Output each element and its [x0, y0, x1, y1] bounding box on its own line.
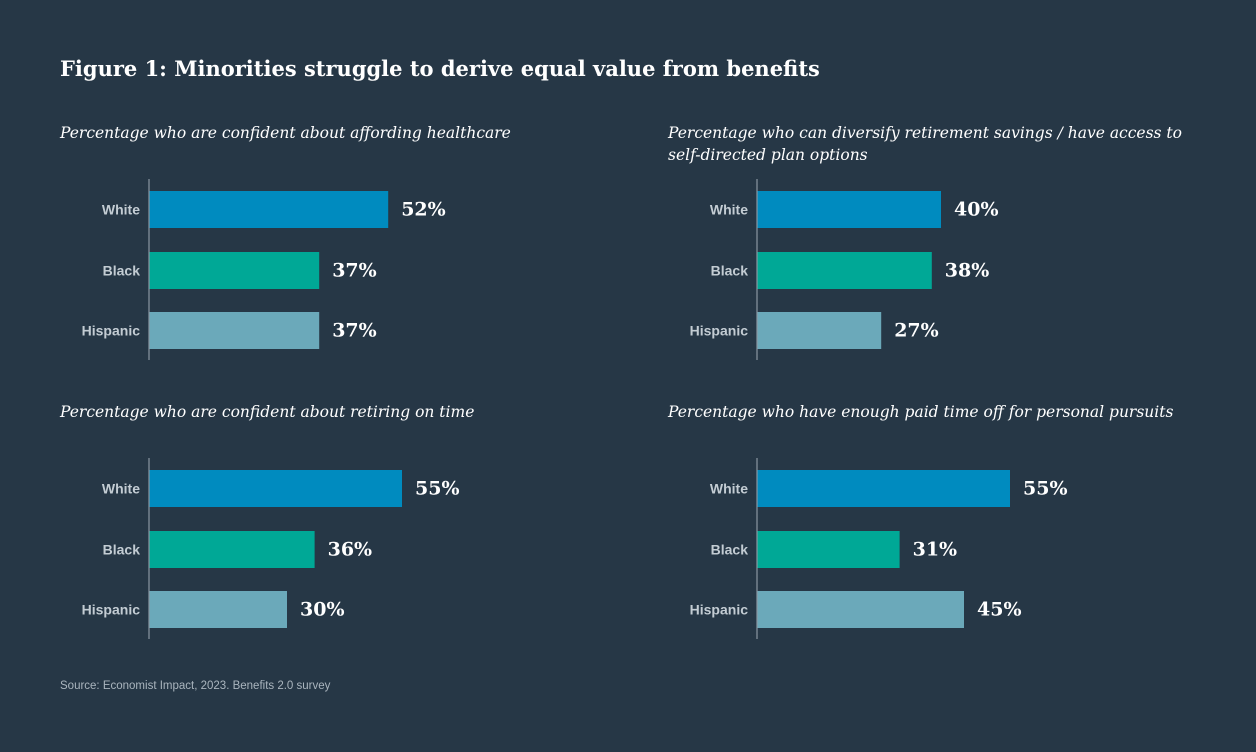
bar-chart-healthcare: White 52% Black 37% Hispanic 37% — [82, 179, 446, 360]
bar-black — [149, 531, 315, 568]
chart-title: Percentage who have enough paid time off… — [668, 403, 1174, 421]
value-label-white: 52% — [401, 199, 446, 221]
bar-chart-retirement-savings: White 40% Black 38% Hispanic 27% — [690, 179, 999, 360]
category-label-white: White — [710, 481, 748, 497]
bar-black — [757, 252, 932, 289]
bar-white — [149, 470, 402, 507]
bar-hispanic — [149, 591, 287, 628]
value-label-white: 55% — [415, 478, 460, 500]
bar-hispanic — [757, 591, 964, 628]
category-label-black: Black — [711, 542, 749, 558]
bar-black — [149, 252, 320, 289]
value-label-hispanic: 37% — [332, 320, 377, 342]
bar-hispanic — [757, 312, 882, 349]
chart-panel-paid-time-off: Percentage who have enough paid time off… — [668, 401, 1228, 651]
bar-black — [757, 531, 900, 568]
value-label-black: 31% — [913, 539, 958, 561]
category-label-hispanic: Hispanic — [82, 323, 141, 339]
value-label-hispanic: 27% — [894, 320, 939, 342]
value-label-hispanic: 45% — [977, 599, 1022, 621]
category-label-black: Black — [711, 263, 749, 279]
bar-white — [757, 470, 1010, 507]
chart-title: Percentage who are confident about retir… — [60, 403, 475, 421]
category-label-white: White — [102, 481, 140, 497]
category-label-hispanic: Hispanic — [82, 602, 141, 618]
category-label-black: Black — [103, 542, 141, 558]
chart-panel-healthcare: Percentage who are confident about affor… — [60, 122, 620, 372]
chart-panel-retiring-on-time: Percentage who are confident about retir… — [60, 401, 620, 651]
category-label-white: White — [710, 202, 748, 218]
value-label-black: 36% — [328, 539, 373, 561]
bar-white — [757, 191, 941, 228]
value-label-hispanic: 30% — [300, 599, 345, 621]
value-label-black: 37% — [332, 260, 377, 282]
category-label-hispanic: Hispanic — [690, 323, 749, 339]
chart-title: Percentage who are confident about affor… — [60, 124, 511, 142]
bar-white — [149, 191, 389, 228]
value-label-black: 38% — [945, 260, 990, 282]
category-label-black: Black — [103, 263, 141, 279]
chart-panel-retirement-savings: Percentage who can diversify retirement … — [668, 122, 1228, 372]
bar-hispanic — [149, 312, 320, 349]
chart-title: Percentage who can diversify retirement … — [668, 124, 1182, 164]
figure-title: Figure 1: Minorities struggle to derive … — [60, 56, 820, 81]
category-label-white: White — [102, 202, 140, 218]
bar-chart-retiring-on-time: White 55% Black 36% Hispanic 30% — [82, 458, 460, 639]
bar-chart-paid-time-off: White 55% Black 31% Hispanic 45% — [690, 458, 1068, 639]
category-label-hispanic: Hispanic — [690, 602, 749, 618]
value-label-white: 40% — [954, 199, 999, 221]
value-label-white: 55% — [1023, 478, 1068, 500]
source-note: Source: Economist Impact, 2023. Benefits… — [60, 680, 331, 692]
